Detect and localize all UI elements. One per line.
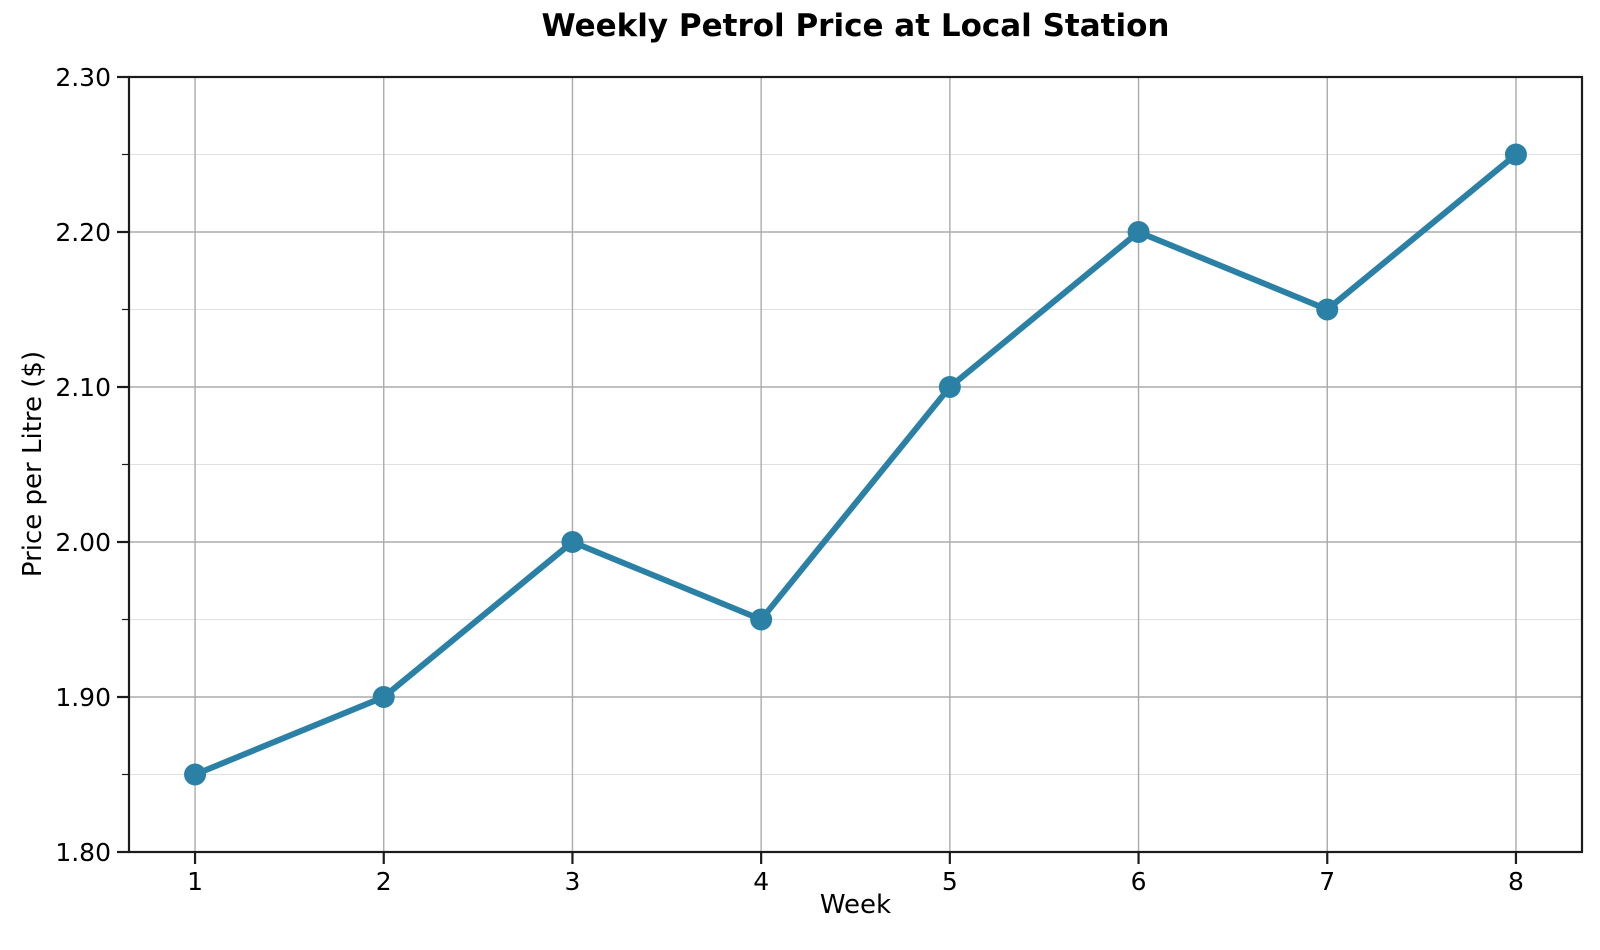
x-tick-label: 4 (753, 867, 769, 896)
chart-title: Weekly Petrol Price at Local Station (541, 8, 1170, 44)
x-tick-label: 7 (1319, 867, 1335, 896)
data-points (184, 143, 1527, 786)
x-tick-label: 2 (376, 867, 392, 896)
y-tick-label: 2.00 (55, 528, 111, 557)
y-axis-label: Price per Litre ($) (18, 350, 48, 578)
data-point (184, 763, 207, 786)
y-tick-label: 1.90 (55, 683, 111, 712)
data-point (561, 531, 584, 553)
data-point (1127, 221, 1150, 243)
x-axis-label: Week (819, 890, 892, 920)
data-point (938, 376, 961, 398)
y-tick-label: 2.30 (55, 63, 111, 92)
x-tick-label: 1 (187, 867, 203, 896)
y-axis-ticks: 1.80 1.90 2.00 2.10 2.20 2.30 (55, 63, 129, 867)
price-series-line (192, 151, 1519, 778)
x-axis-ticks: 1 2 3 4 5 6 7 8 (187, 852, 1524, 896)
grid-major-x (194, 77, 1517, 852)
x-tick-label: 8 (1508, 867, 1524, 896)
data-point (1504, 143, 1527, 166)
y-tick-label: 2.20 (55, 218, 111, 247)
x-tick-label: 3 (564, 867, 580, 896)
data-point (372, 686, 395, 708)
grid-minor-y (129, 154, 1582, 775)
x-tick-label: 5 (942, 867, 958, 896)
data-point (750, 608, 773, 631)
y-tick-label: 2.10 (55, 373, 111, 402)
data-point (1316, 298, 1339, 321)
y-axis-minor-ticks (122, 153, 129, 776)
y-tick-label: 1.80 (55, 838, 111, 867)
x-tick-label: 6 (1131, 867, 1147, 896)
